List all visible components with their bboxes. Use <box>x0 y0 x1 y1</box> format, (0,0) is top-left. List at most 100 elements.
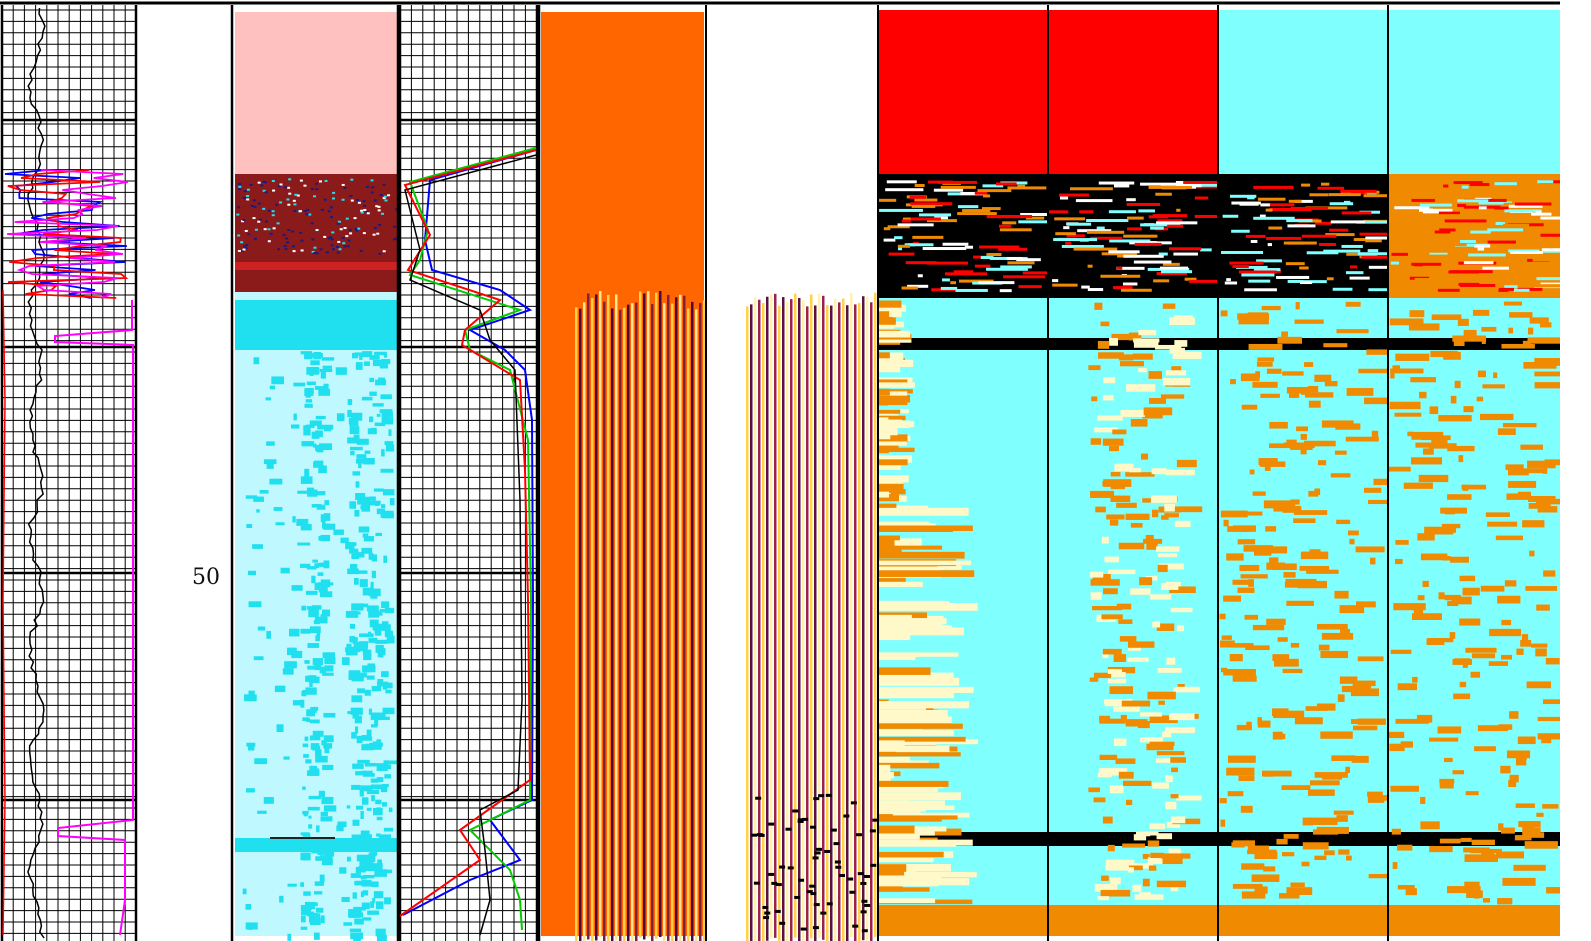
image-feature <box>1158 668 1182 673</box>
image-feature <box>1109 210 1136 213</box>
facies-cyan-patch <box>358 463 361 468</box>
facies-cyan-patch <box>287 934 291 941</box>
image-feature <box>1428 638 1454 642</box>
image-feature <box>1104 557 1119 563</box>
facies-cyan-patch <box>321 797 333 804</box>
waveform-dark-mark <box>779 866 785 869</box>
facies-speck <box>254 238 257 240</box>
facies-cyan-patch <box>353 892 357 898</box>
facies-cyan-patch <box>355 771 364 775</box>
waveform-trace <box>691 302 694 941</box>
waveform-dark-mark <box>862 929 868 932</box>
facies-speck <box>349 195 352 197</box>
facies-speck <box>367 212 370 214</box>
image-feature <box>1338 849 1349 854</box>
facies-cyan-patch <box>254 758 267 764</box>
facies-cyan-patch <box>301 476 313 484</box>
facies-cyan-patch <box>363 890 369 895</box>
image-feature <box>878 752 896 756</box>
image-feature <box>1523 237 1553 240</box>
facies-red-band <box>235 262 397 270</box>
image-feature <box>1529 551 1534 557</box>
facies-cyan-patch <box>316 908 323 913</box>
facies-cyan-patch <box>352 471 360 475</box>
waveform-trace <box>838 302 841 941</box>
facies-cyan-patch <box>350 929 361 932</box>
image-feature <box>1320 731 1352 738</box>
image-feature <box>1524 198 1551 201</box>
facies-speck <box>285 248 288 250</box>
image-orange-band <box>1218 905 1387 936</box>
facies-cyan-patch <box>266 441 275 445</box>
image-feature <box>1358 252 1392 255</box>
facies-speck <box>287 229 290 231</box>
image-feature <box>1329 229 1348 232</box>
waveform-dark-mark <box>775 910 781 913</box>
facies-cyan-patch <box>384 828 393 832</box>
facies-cyan-patch <box>269 479 282 485</box>
facies-speck <box>243 197 246 199</box>
image-feature <box>1140 737 1163 742</box>
facies-cyan-patch <box>385 631 393 637</box>
facies-cyan-patch <box>372 686 381 691</box>
image-feature <box>1054 217 1085 220</box>
image-feature <box>1122 844 1145 848</box>
image-feature <box>1321 183 1329 186</box>
image-feature <box>1350 277 1370 280</box>
right-margin <box>1560 0 1591 941</box>
facies-cyan-patch <box>354 764 358 768</box>
image-feature <box>878 492 889 498</box>
image-feature <box>912 205 936 208</box>
image-feature <box>1103 817 1113 824</box>
image-feature <box>1141 454 1148 460</box>
facies-cyan-patch <box>361 548 372 554</box>
image-feature <box>1143 539 1162 544</box>
facies-cyan-patch <box>369 392 376 396</box>
facies-speck <box>349 229 352 231</box>
facies-speck <box>247 233 250 235</box>
image-feature <box>1330 202 1353 205</box>
image-feature <box>1395 559 1403 564</box>
image-feature <box>1495 182 1517 185</box>
waveform-dark-mark <box>751 834 757 837</box>
image-feature <box>1364 488 1381 493</box>
facies-speck <box>338 221 341 223</box>
image-feature <box>1133 354 1153 360</box>
image-feature <box>1123 282 1137 285</box>
image-feature <box>1372 431 1378 438</box>
waveform-trace <box>599 291 602 937</box>
waveform-trace <box>770 294 773 938</box>
facies-speck <box>264 228 267 230</box>
image-feature <box>1315 772 1348 778</box>
facies-speck <box>301 249 304 251</box>
image-feature <box>1120 361 1144 366</box>
image-feature <box>1094 303 1102 310</box>
facies-speck <box>363 209 366 211</box>
facies-cyan-patch <box>313 368 320 374</box>
track-3-log-curves <box>400 5 537 941</box>
waveform-trace <box>750 304 753 941</box>
image-feature <box>1100 322 1109 327</box>
facies-cyan-patch <box>378 743 383 747</box>
image-feature <box>1314 856 1326 860</box>
facies-speck <box>355 229 358 231</box>
image-feature <box>1463 406 1473 412</box>
image-feature <box>1087 231 1124 234</box>
image-feature <box>1450 632 1456 639</box>
image-feature <box>1461 838 1472 842</box>
image-feature <box>1411 457 1442 464</box>
image-feature <box>1356 601 1376 607</box>
facies-cyan-patch <box>351 695 362 702</box>
image-feature <box>1482 384 1504 388</box>
facies-cyan-patch <box>317 505 326 510</box>
facies-speck <box>330 244 333 246</box>
waveform-dark-mark <box>858 872 864 875</box>
image-feature <box>894 236 902 239</box>
image-feature <box>1273 563 1297 570</box>
waveform-dark-mark <box>768 823 774 826</box>
image-feature <box>955 289 987 292</box>
facies-speck <box>268 240 271 242</box>
image-feature <box>878 318 896 323</box>
facies-cyan-patch <box>347 410 351 417</box>
facies-cyan-patch <box>307 382 316 385</box>
